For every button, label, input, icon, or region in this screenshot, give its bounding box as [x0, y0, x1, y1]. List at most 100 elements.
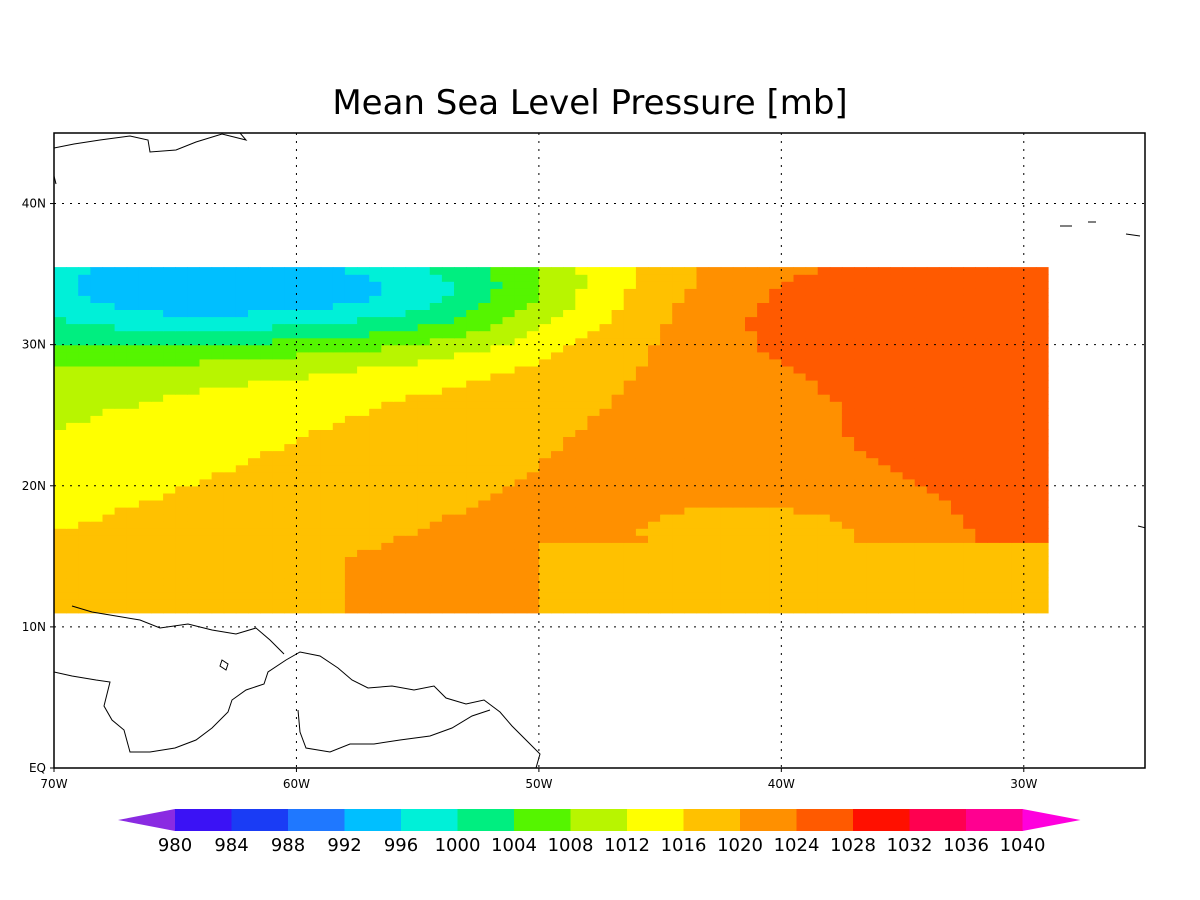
field-cell: [514, 295, 528, 303]
field-cell: [454, 443, 467, 452]
field-cell: [441, 358, 455, 367]
field-cell: [417, 443, 431, 452]
field-cell: [745, 274, 758, 282]
field-cell: [187, 408, 200, 416]
field-cell: [914, 316, 928, 325]
field-cell: [441, 450, 455, 459]
field-cell: [223, 408, 237, 416]
field-cell: [878, 295, 891, 303]
field-cell: [175, 281, 188, 289]
field-cell: [102, 598, 116, 607]
field-cell: [405, 408, 419, 416]
field-cell: [829, 450, 843, 459]
field-cell: [587, 457, 601, 466]
field-cell: [235, 521, 249, 529]
field-cell: [199, 415, 213, 423]
field-cell: [938, 443, 952, 452]
field-cell: [163, 499, 176, 508]
field-cell: [138, 387, 152, 395]
field-cell: [805, 457, 819, 466]
field-cell: [575, 302, 588, 310]
field-cell: [187, 422, 200, 430]
field-cell: [611, 535, 625, 543]
field-cell: [648, 478, 661, 487]
field-cell: [720, 387, 734, 395]
field-cell: [502, 274, 516, 282]
field-cell: [648, 436, 661, 445]
field-cell: [854, 499, 867, 508]
field-cell: [708, 598, 722, 607]
field-cell: [914, 450, 928, 459]
field-cell: [611, 556, 625, 564]
field-cell: [599, 577, 613, 586]
field-cell: [854, 401, 867, 409]
field-cell: [405, 302, 419, 310]
field-cell: [696, 605, 710, 614]
field-cell: [126, 535, 140, 543]
field-cell: [599, 309, 613, 318]
field-cell: [563, 422, 576, 430]
field-cell: [1035, 288, 1049, 296]
field-cell: [114, 309, 128, 318]
field-cell: [951, 387, 964, 395]
field-cell: [999, 549, 1013, 557]
field-cell: [1035, 337, 1049, 346]
field-cell: [878, 521, 891, 529]
field-cell: [745, 394, 758, 402]
field-cell: [199, 274, 213, 282]
field-cell: [90, 457, 104, 466]
field-cell: [187, 274, 200, 282]
field-cell: [660, 563, 673, 572]
field-cell: [987, 267, 1001, 275]
field-cell: [817, 337, 831, 346]
field-cell: [490, 570, 504, 579]
field-cell: [587, 443, 601, 452]
field-cell: [1023, 443, 1037, 452]
field-cell: [866, 485, 879, 494]
field-cell: [854, 591, 867, 600]
field-cell: [223, 323, 237, 332]
field-cell: [417, 288, 431, 296]
field-cell: [211, 591, 225, 600]
field-cell: [223, 387, 237, 395]
field-cell: [126, 514, 140, 522]
field-cell: [90, 450, 104, 459]
field-cell: [344, 422, 358, 430]
field-cell: [248, 577, 261, 586]
field-cell: [429, 457, 443, 466]
field-cell: [623, 471, 637, 480]
field-cell: [260, 563, 273, 572]
field-cell: [308, 365, 322, 374]
field-cell: [781, 408, 794, 416]
field-cell: [393, 365, 407, 374]
field-cell: [441, 330, 455, 339]
field-cell: [926, 549, 940, 557]
field-cell: [975, 457, 988, 466]
field-cell: [78, 309, 91, 318]
field-cell: [551, 358, 564, 367]
field-cell: [1011, 506, 1025, 515]
field-cell: [732, 535, 746, 543]
field-cell: [732, 577, 746, 586]
field-cell: [926, 443, 940, 452]
field-cell: [102, 563, 116, 572]
field-cell: [381, 549, 394, 557]
field-cell: [963, 344, 976, 353]
field-cell: [684, 436, 698, 445]
field-cell: [260, 506, 273, 515]
field-cell: [551, 288, 564, 296]
field-cell: [1035, 408, 1049, 416]
field-cell: [890, 372, 904, 381]
field-cell: [490, 499, 504, 508]
field-cell: [635, 394, 649, 402]
field-cell: [538, 521, 552, 529]
field-cell: [344, 281, 358, 289]
field-cell: [393, 344, 407, 353]
coastline-south-america: [54, 651, 541, 768]
field-cell: [611, 351, 625, 360]
field-cell: [866, 464, 879, 473]
field-cell: [696, 478, 710, 487]
field-cell: [890, 415, 904, 423]
field-cell: [163, 542, 176, 550]
field-cell: [344, 535, 358, 543]
